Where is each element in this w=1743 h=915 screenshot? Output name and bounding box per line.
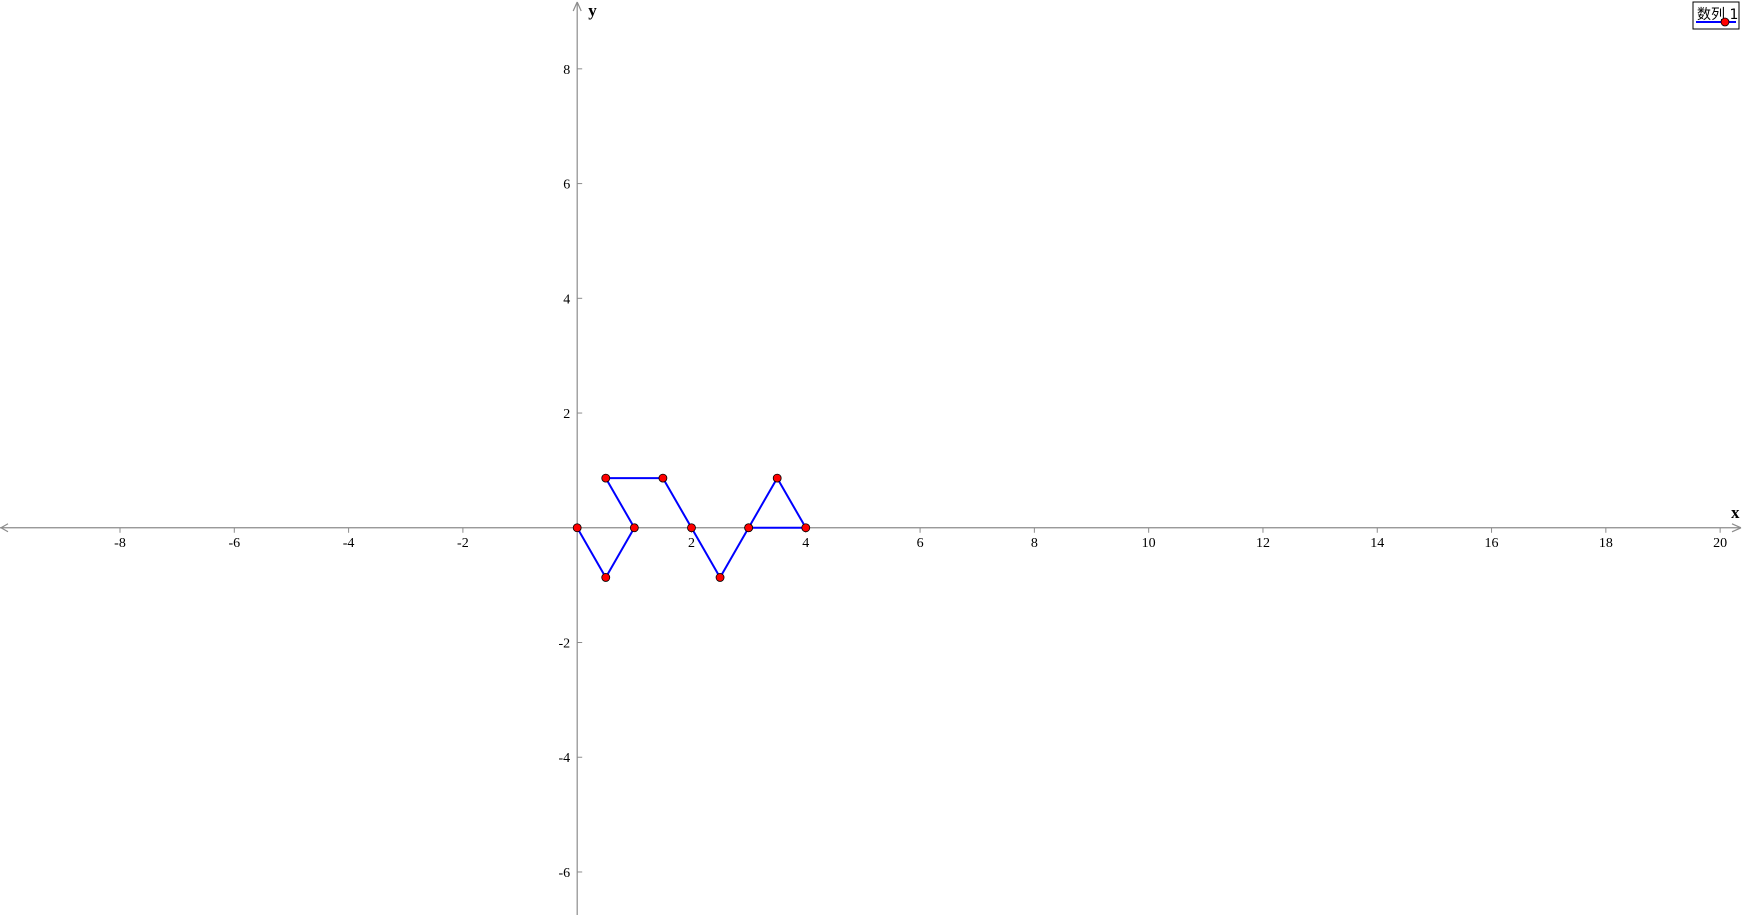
series bbox=[572, 473, 811, 582]
x-tick-label: 14 bbox=[1370, 536, 1384, 551]
x-tick-label: 8 bbox=[1031, 536, 1038, 551]
x-tick-label: 18 bbox=[1599, 536, 1613, 551]
y-axis-label: y bbox=[588, 1, 597, 20]
y-tick-label: 4 bbox=[563, 292, 570, 307]
x-axis-label: x bbox=[1731, 503, 1740, 522]
legend: 数列 1 bbox=[1692, 1, 1740, 30]
y-axis-arrow bbox=[572, 1, 582, 12]
data-point bbox=[572, 523, 582, 533]
x-tick-label: 16 bbox=[1485, 536, 1499, 551]
legend-label: 数列 1 bbox=[1697, 7, 1738, 23]
data-point bbox=[687, 523, 696, 533]
y-tick-label: 8 bbox=[563, 63, 570, 78]
data-point bbox=[658, 473, 668, 483]
data-point bbox=[601, 473, 611, 483]
data-point bbox=[772, 473, 782, 483]
y-tick-label: -4 bbox=[559, 751, 571, 766]
data-point bbox=[744, 523, 754, 533]
x-tick-label: 2 bbox=[688, 536, 695, 551]
y-tick-label: 6 bbox=[563, 178, 570, 193]
ticks: -8 -6 -4 -2 2 4 6 8 10 12 14 16 18 20 8 6 4 2 -2 -4 -6 bbox=[114, 63, 1727, 881]
legend-marker-sample bbox=[1720, 17, 1730, 27]
x-tick-label: -4 bbox=[343, 536, 355, 551]
x-tick-label: -6 bbox=[228, 536, 240, 551]
data-point bbox=[715, 573, 725, 582]
data-point bbox=[601, 573, 611, 582]
legend-box bbox=[1692, 1, 1740, 30]
x-axis-arrow bbox=[1731, 523, 1742, 533]
data-point bbox=[629, 523, 639, 533]
y-tick-label: 2 bbox=[563, 407, 570, 422]
y-tick-label: -6 bbox=[559, 866, 571, 881]
x-tick-label: 10 bbox=[1142, 536, 1156, 551]
x-tick-label: 20 bbox=[1713, 536, 1727, 551]
x-tick-label: 12 bbox=[1256, 536, 1270, 551]
x-tick-label: 6 bbox=[917, 536, 924, 551]
x-tick-label: -8 bbox=[114, 536, 126, 551]
x-tick-label: -2 bbox=[457, 536, 469, 551]
x-tick-label: 4 bbox=[802, 536, 809, 551]
data-point bbox=[801, 523, 811, 533]
x-axis-left-arrow bbox=[0, 523, 9, 533]
y-tick-label: -2 bbox=[559, 637, 571, 652]
